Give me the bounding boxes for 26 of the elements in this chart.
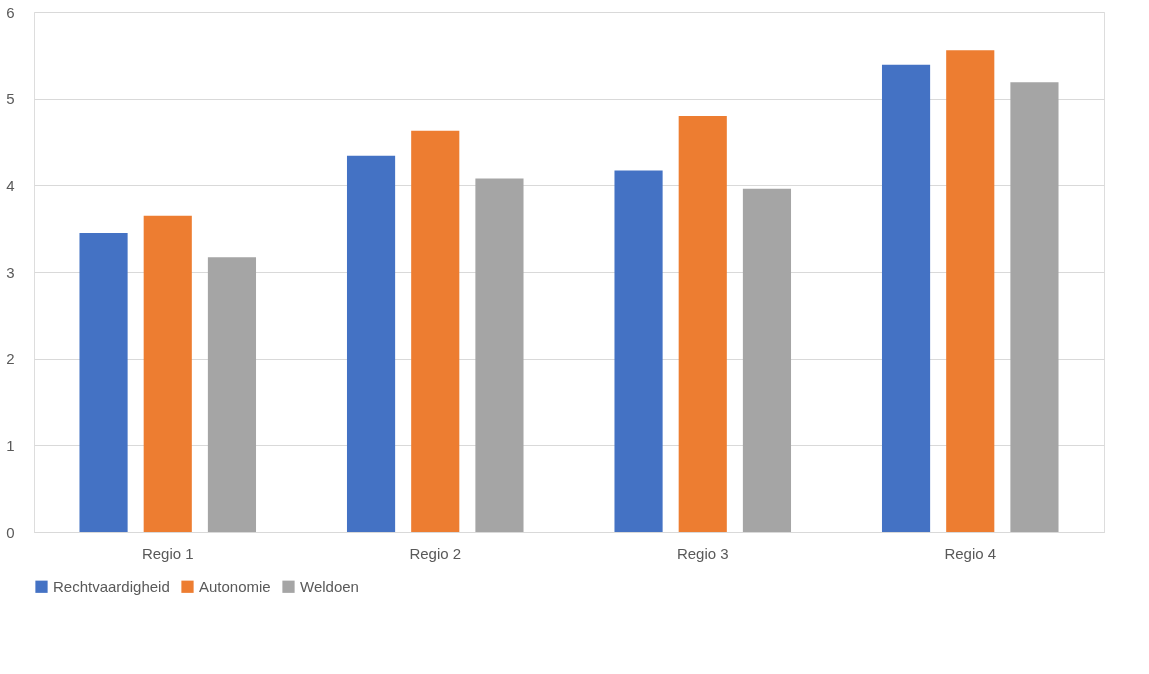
y-tick-label: 1	[6, 436, 15, 454]
bar	[79, 233, 128, 532]
bar	[881, 64, 931, 532]
bar	[411, 130, 460, 532]
bar	[143, 215, 192, 532]
y-tick-label: 3	[6, 263, 15, 281]
y-tick-label: 6	[6, 3, 15, 21]
x-tick-label: Regio 4	[944, 544, 997, 562]
bar	[614, 170, 663, 532]
bar	[475, 178, 524, 532]
bar	[742, 188, 792, 532]
x-tick-label: Regio 2	[409, 544, 462, 562]
bar	[1010, 82, 1059, 532]
bar	[946, 50, 995, 532]
y-tick-label: 5	[6, 90, 15, 108]
bar	[678, 116, 727, 532]
legend-label: Rechtvaardigheid	[53, 577, 170, 595]
x-tick-label: Regio 1	[141, 544, 194, 562]
bar	[207, 257, 257, 532]
y-tick-label: 4	[6, 176, 15, 194]
legend-label: Weldoen	[300, 577, 359, 595]
y-tick-label: 2	[6, 350, 15, 368]
x-tick-label: Regio 3	[676, 544, 729, 562]
y-tick-label: 0	[6, 523, 15, 541]
bar	[346, 155, 396, 532]
legend-label: Autonomie	[199, 577, 271, 595]
